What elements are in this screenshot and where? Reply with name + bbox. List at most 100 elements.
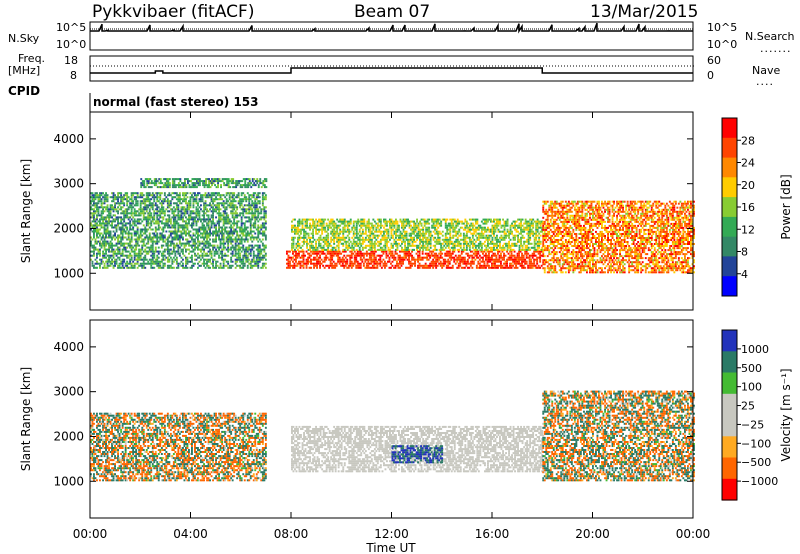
scatter-cell-power — [167, 247, 169, 249]
scatter-cell-power — [208, 247, 210, 249]
scatter-cell-power — [111, 247, 113, 249]
scatter-cell-power — [339, 229, 341, 231]
scatter-cell-power — [233, 220, 235, 222]
scatter-cell-power — [469, 247, 471, 249]
scatter-cell-power — [107, 263, 109, 265]
scatter-cell-power — [214, 245, 216, 247]
scatter-cell-power — [111, 263, 113, 265]
scatter-cell-power — [105, 235, 107, 237]
scatter-cell-power — [153, 218, 155, 220]
scatter-cell-power — [93, 255, 95, 257]
scatter-cell-power — [205, 206, 207, 208]
scatter-cell-power — [200, 204, 202, 206]
scatter-cell-power — [331, 259, 333, 261]
scatter-cell-power — [93, 233, 95, 235]
scatter-cell-power — [250, 239, 252, 241]
scatter-cell-power — [164, 192, 166, 194]
scatter-cell-power — [224, 243, 226, 245]
scatter-cell-power — [116, 263, 118, 265]
scatter-cell-power — [497, 253, 499, 255]
scatter-cell-power — [229, 235, 231, 237]
scatter-cell-power — [472, 237, 474, 239]
scatter-cell-power — [227, 263, 229, 265]
scatter-cell-power — [428, 223, 430, 225]
scatter-cell-power — [113, 249, 115, 251]
scatter-cell-power — [265, 245, 267, 247]
scatter-cell-power — [235, 247, 237, 249]
scatter-cell-power — [162, 206, 164, 208]
scatter-cell-power — [190, 231, 192, 233]
scatter-cell-power — [422, 249, 424, 251]
scatter-cell-power — [181, 210, 183, 212]
scatter-cell-power — [388, 241, 390, 243]
scatter-cell-power — [533, 261, 535, 263]
scatter-cell-power — [218, 237, 220, 239]
scatter-cell-power — [208, 224, 210, 226]
scatter-cell-power — [119, 259, 121, 261]
scatter-cell-power — [257, 224, 259, 226]
scatter-cell-power — [238, 245, 240, 247]
scatter-cell-power — [297, 233, 299, 235]
scatter-cell-power — [218, 249, 220, 251]
scatter-cell-power — [421, 223, 423, 225]
scatter-cell-power — [176, 202, 178, 204]
scatter-cell-power — [137, 261, 139, 263]
scatter-cell-power — [481, 249, 483, 251]
scatter-cell-power — [469, 245, 471, 247]
scatter-cell-power — [99, 255, 101, 257]
scatter-cell-power — [397, 247, 399, 249]
scatter-cell-power — [294, 249, 296, 251]
scatter-cell-power — [440, 221, 442, 223]
scatter-cell-power — [360, 245, 362, 247]
scatter-cell-power — [161, 261, 163, 263]
scatter-cell-power — [96, 227, 98, 229]
scatter-cell-power — [300, 267, 302, 269]
scatter-cell-power — [153, 194, 155, 196]
scatter-cell-power — [158, 222, 160, 224]
scatter-cell-power — [227, 200, 229, 202]
scatter-cell-power — [137, 229, 139, 231]
scatter-cell-power — [481, 245, 483, 247]
scatter-cell-power — [306, 247, 308, 249]
scatter-cell-power — [221, 251, 223, 253]
scatter-cell-power — [442, 243, 444, 245]
scatter-cell-power — [256, 239, 258, 241]
scatter-cell-power — [162, 267, 164, 269]
scatter-cell-power — [253, 194, 255, 196]
scatter-cell-power — [171, 263, 173, 265]
scatter-cell-power — [479, 263, 481, 265]
scatter-cell-power — [251, 267, 253, 269]
scatter-cell-power — [187, 257, 189, 259]
scatter-cell-power — [137, 210, 139, 212]
scatter-cell-power — [220, 208, 222, 210]
scatter-cell-power — [182, 265, 184, 267]
scatter-cell-power — [470, 265, 472, 267]
scatter-cell-power — [263, 249, 265, 251]
scatter-cell-power — [312, 233, 314, 235]
scatter-cell-power — [388, 229, 390, 231]
scatter-cell-power — [335, 247, 337, 249]
scatter-cell-power — [131, 210, 133, 212]
scatter-cell-power — [470, 239, 472, 241]
scatter-cell-power — [215, 216, 217, 218]
scatter-cell-power — [259, 206, 261, 208]
scatter-cell-power — [440, 261, 442, 263]
scatter-cell-power — [292, 253, 294, 255]
scatter-cell-power — [455, 263, 457, 265]
scatter-cell-power — [381, 267, 383, 269]
scatter-cell-power — [434, 247, 436, 249]
scatter-cell-power — [382, 247, 384, 249]
scatter-cell-power — [187, 227, 189, 229]
scatter-cell-power — [215, 224, 217, 226]
scatter-cell-power — [389, 257, 391, 259]
scatter-cell-power — [386, 243, 388, 245]
scatter-cell-power — [218, 192, 220, 194]
scatter-cell-power — [197, 237, 199, 239]
scatter-cell-power — [114, 251, 116, 253]
scatter-cell-power — [171, 198, 173, 200]
scatter-cell-power — [289, 251, 291, 253]
scatter-cell-power — [265, 229, 267, 231]
scatter-cell-power — [99, 253, 101, 255]
scatter-cell-power — [101, 200, 103, 202]
scatter-cell-power — [469, 227, 471, 229]
